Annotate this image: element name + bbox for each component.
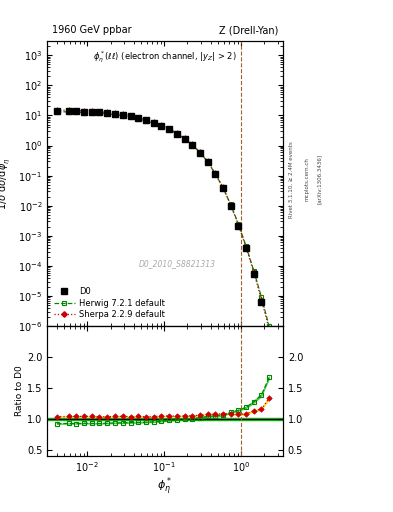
- Text: D0_2010_S8821313: D0_2010_S8821313: [138, 259, 215, 268]
- X-axis label: $\phi_\eta^*$: $\phi_\eta^*$: [158, 476, 173, 498]
- Legend: D0, Herwig 7.2.1 default, Sherpa 2.2.9 default: D0, Herwig 7.2.1 default, Sherpa 2.2.9 d…: [51, 285, 167, 322]
- Text: 1960 GeV ppbar: 1960 GeV ppbar: [52, 25, 132, 35]
- Y-axis label: Ratio to D0: Ratio to D0: [15, 366, 24, 416]
- Text: Rivet 3.1.10, ≥ 2.4M events: Rivet 3.1.10, ≥ 2.4M events: [289, 141, 294, 218]
- Text: mcplots.cern.ch: mcplots.cern.ch: [305, 157, 310, 201]
- Text: Z (Drell-Yan): Z (Drell-Yan): [219, 25, 278, 35]
- Text: [arXiv:1306.3436]: [arXiv:1306.3436]: [316, 154, 321, 204]
- Text: $\phi_\eta^*(\ell\ell)$ (electron channel, $|y_Z|$ > 2): $\phi_\eta^*(\ell\ell)$ (electron channe…: [93, 50, 237, 65]
- Y-axis label: $1/\sigma\;\mathrm{d}\sigma/\mathrm{d}\phi_\eta^*$: $1/\sigma\;\mathrm{d}\sigma/\mathrm{d}\p…: [0, 157, 13, 210]
